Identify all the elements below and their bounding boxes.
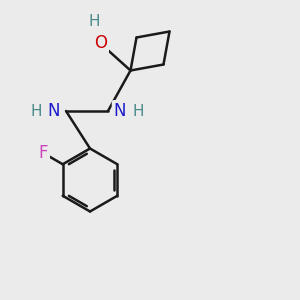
- Text: N: N: [114, 102, 126, 120]
- Text: H: H: [30, 103, 42, 118]
- Text: F: F: [38, 144, 48, 162]
- Text: H: H: [89, 14, 100, 28]
- Text: O: O: [94, 34, 107, 52]
- Text: N: N: [48, 102, 60, 120]
- Text: H: H: [132, 103, 144, 118]
